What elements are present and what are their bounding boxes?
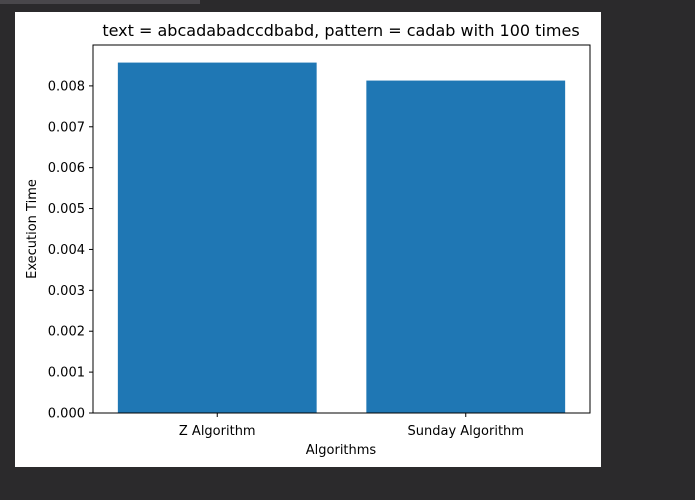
- chart-figure: text = abcadabadccdbabd, pattern = cadab…: [15, 12, 601, 467]
- x-tick-label: Z Algorithm: [179, 424, 256, 439]
- bars-group: [117, 62, 566, 414]
- x-axis-label: Algorithms: [306, 443, 377, 458]
- window-top-strip: [0, 0, 200, 4]
- y-tick-label: 0.002: [48, 325, 85, 340]
- chart-title: text = abcadabadccdbabd, pattern = cadab…: [102, 21, 579, 40]
- y-tick-label: 0.006: [48, 161, 85, 176]
- y-tick-label: 0.005: [48, 202, 85, 217]
- y-axis-label: Execution Time: [25, 179, 40, 279]
- x-tick-label: Sunday Algorithm: [408, 424, 524, 439]
- bar-sunday-algorithm: [366, 80, 566, 413]
- y-tick-label: 0.008: [48, 79, 85, 94]
- plot-frame: [92, 44, 591, 414]
- x-axis: Z Algorithm Sunday Algorithm: [179, 413, 524, 439]
- y-tick-label: 0.004: [48, 243, 85, 258]
- y-tick-label: 0.003: [48, 284, 85, 299]
- y-tick-label: 0.001: [48, 366, 85, 381]
- y-tick-label: 0.007: [48, 120, 85, 135]
- y-tick-label: 0.000: [48, 407, 85, 422]
- bar-chart: text = abcadabadccdbabd, pattern = cadab…: [25, 21, 591, 458]
- bar-z-algorithm: [117, 62, 317, 414]
- y-axis: 0.000 0.001 0.002 0.003 0.004 0.005 0.006 0.007…: [48, 79, 93, 422]
